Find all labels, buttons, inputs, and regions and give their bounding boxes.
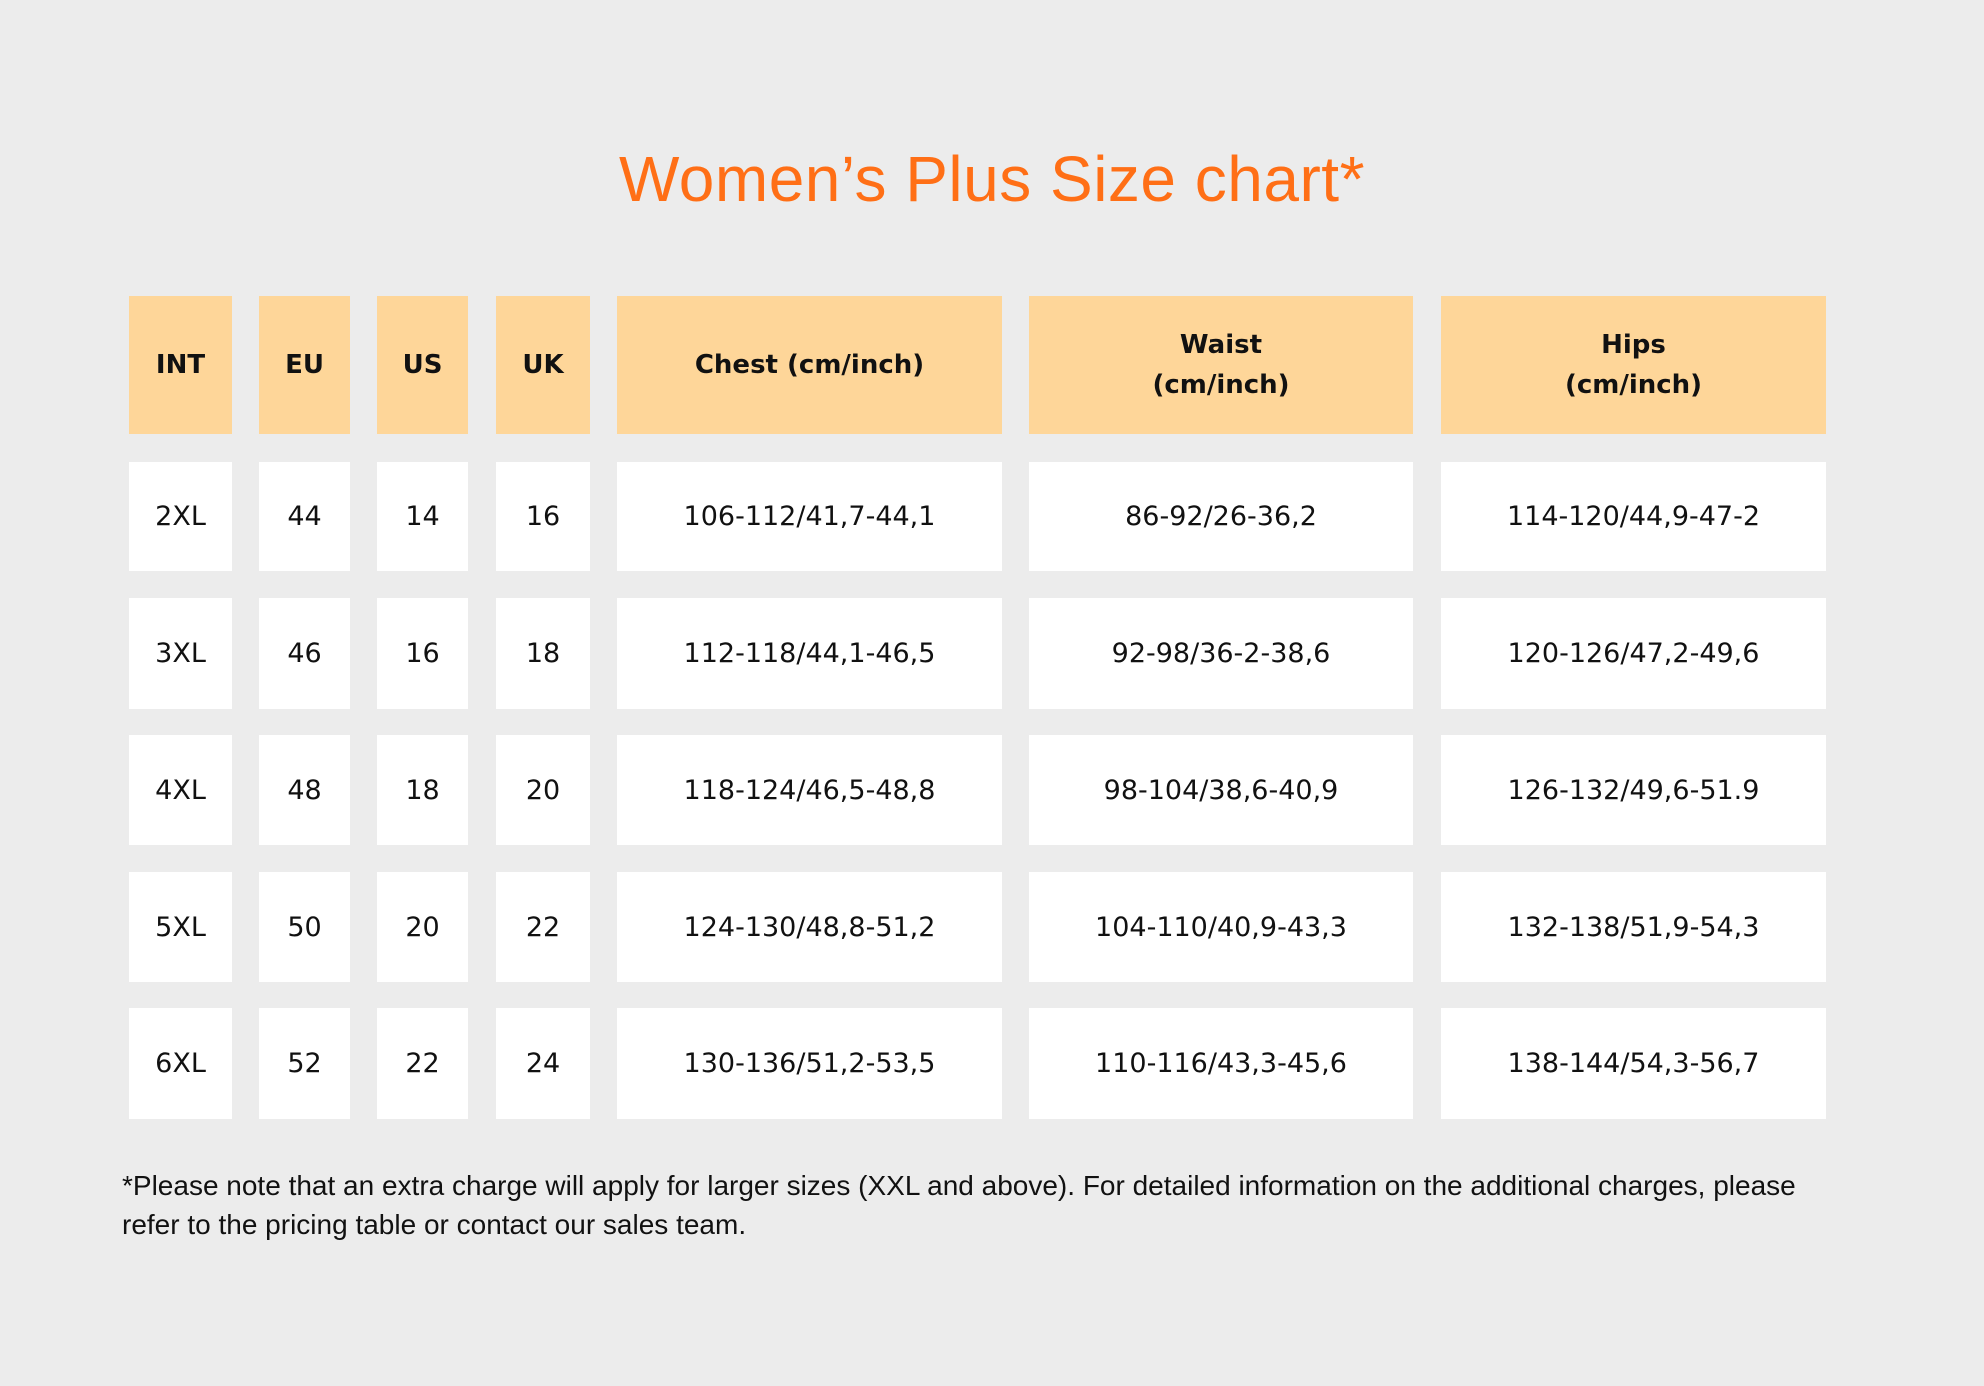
- cell-text: 52: [287, 1048, 322, 1079]
- cell-text: 18: [525, 638, 561, 669]
- cell-chest: 106-112/41,7-44,1: [617, 462, 1002, 571]
- cell-text: 112-118/44,1-46,5: [683, 638, 936, 669]
- cell-hips: 132-138/51,9-54,3: [1441, 872, 1826, 982]
- cell-us: 16: [377, 598, 468, 709]
- cell-text: 6XL: [155, 1048, 206, 1079]
- cell-waist: 98-104/38,6-40,9: [1029, 735, 1413, 845]
- cell-int: 2XL: [129, 462, 232, 571]
- cell-int: 5XL: [129, 872, 232, 982]
- cell-uk: 18: [496, 598, 590, 709]
- cell-text: 22: [405, 1048, 440, 1079]
- cell-text: 126-132/49,6-51.9: [1507, 774, 1760, 806]
- cell-chest: 130-136/51,2-53,5: [617, 1008, 1002, 1119]
- cell-us: 20: [377, 872, 468, 982]
- cell-eu: 46: [259, 598, 350, 709]
- cell-waist: 104-110/40,9-43,3: [1029, 872, 1413, 982]
- cell-text: 48: [287, 774, 322, 806]
- cell-text: 104-110/40,9-43,3: [1095, 911, 1347, 943]
- cell-text: UK: [522, 350, 564, 380]
- cell-text: 5XL: [155, 911, 206, 943]
- cell-text: 124-130/48,8-51,2: [683, 911, 936, 943]
- cell-uk: 22: [496, 872, 590, 982]
- header-waist: Waist (cm/inch): [1029, 296, 1413, 434]
- cell-text: 46: [287, 638, 322, 669]
- cell-text: US: [402, 350, 443, 380]
- cell-chest: 112-118/44,1-46,5: [617, 598, 1002, 709]
- cell-uk: 24: [496, 1008, 590, 1119]
- cell-text: 132-138/51,9-54,3: [1507, 911, 1760, 943]
- cell-text: 98-104/38,6-40,9: [1103, 774, 1339, 806]
- cell-int: 4XL: [129, 735, 232, 845]
- cell-text: 120-126/47,2-49,6: [1507, 638, 1760, 669]
- cell-text: INT: [155, 350, 206, 380]
- cell-text: Hips (cm/inch): [1564, 330, 1703, 400]
- cell-text: 24: [525, 1048, 561, 1079]
- cell-uk: 20: [496, 735, 590, 845]
- header-us: US: [377, 296, 468, 434]
- header-chest: Chest (cm/inch): [617, 296, 1002, 434]
- cell-text: 14: [405, 501, 440, 532]
- cell-waist: 110-116/43,3-45,6: [1029, 1008, 1413, 1119]
- cell-hips: 138-144/54,3-56,7: [1441, 1008, 1826, 1119]
- cell-text: 92-98/36-2-38,6: [1111, 638, 1331, 669]
- header-uk: UK: [496, 296, 590, 434]
- cell-text: 4XL: [155, 774, 206, 806]
- cell-text: 3XL: [155, 638, 206, 669]
- cell-hips: 114-120/44,9-47-2: [1441, 462, 1826, 571]
- cell-chest: 124-130/48,8-51,2: [617, 872, 1002, 982]
- cell-eu: 50: [259, 872, 350, 982]
- cell-text: Waist (cm/inch): [1152, 330, 1290, 400]
- cell-us: 14: [377, 462, 468, 571]
- header-eu: EU: [259, 296, 350, 434]
- cell-hips: 126-132/49,6-51.9: [1441, 735, 1826, 845]
- cell-waist: 92-98/36-2-38,6: [1029, 598, 1413, 709]
- cell-text: 106-112/41,7-44,1: [683, 501, 936, 532]
- cell-text: 114-120/44,9-47-2: [1506, 501, 1761, 532]
- cell-waist: 86-92/26-36,2: [1029, 462, 1413, 571]
- cell-text: 110-116/43,3-45,6: [1095, 1048, 1347, 1079]
- cell-text: 130-136/51,2-53,5: [683, 1048, 936, 1079]
- cell-us: 22: [377, 1008, 468, 1119]
- cell-text: 50: [287, 911, 322, 943]
- cell-text: 22: [525, 911, 561, 943]
- cell-text: 86-92/26-36,2: [1125, 501, 1317, 532]
- cell-text: 2XL: [155, 501, 206, 532]
- footnote: *Please note that an extra charge will a…: [122, 1170, 1796, 1240]
- cell-eu: 52: [259, 1008, 350, 1119]
- cell-text: 20: [405, 911, 440, 943]
- cell-text: 16: [525, 501, 561, 532]
- cell-chest: 118-124/46,5-48,8: [617, 735, 1002, 845]
- header-hips: Hips (cm/inch): [1441, 296, 1826, 434]
- cell-text: 138-144/54,3-56,7: [1507, 1048, 1760, 1079]
- cell-eu: 44: [259, 462, 350, 571]
- cell-text: 20: [525, 774, 561, 806]
- cell-int: 3XL: [129, 598, 232, 709]
- cell-text: Chest (cm/inch): [694, 350, 925, 380]
- cell-text: 118-124/46,5-48,8: [683, 774, 936, 806]
- cell-text: 16: [405, 638, 440, 669]
- page-title: Women’s Plus Size chart*: [619, 143, 1365, 215]
- cell-text: 18: [405, 774, 440, 806]
- cell-eu: 48: [259, 735, 350, 845]
- cell-int: 6XL: [129, 1008, 232, 1119]
- cell-uk: 16: [496, 462, 590, 571]
- cell-hips: 120-126/47,2-49,6: [1441, 598, 1826, 709]
- cell-us: 18: [377, 735, 468, 845]
- header-int: INT: [129, 296, 232, 434]
- cell-text: 44: [287, 501, 322, 532]
- cell-text: EU: [285, 350, 324, 380]
